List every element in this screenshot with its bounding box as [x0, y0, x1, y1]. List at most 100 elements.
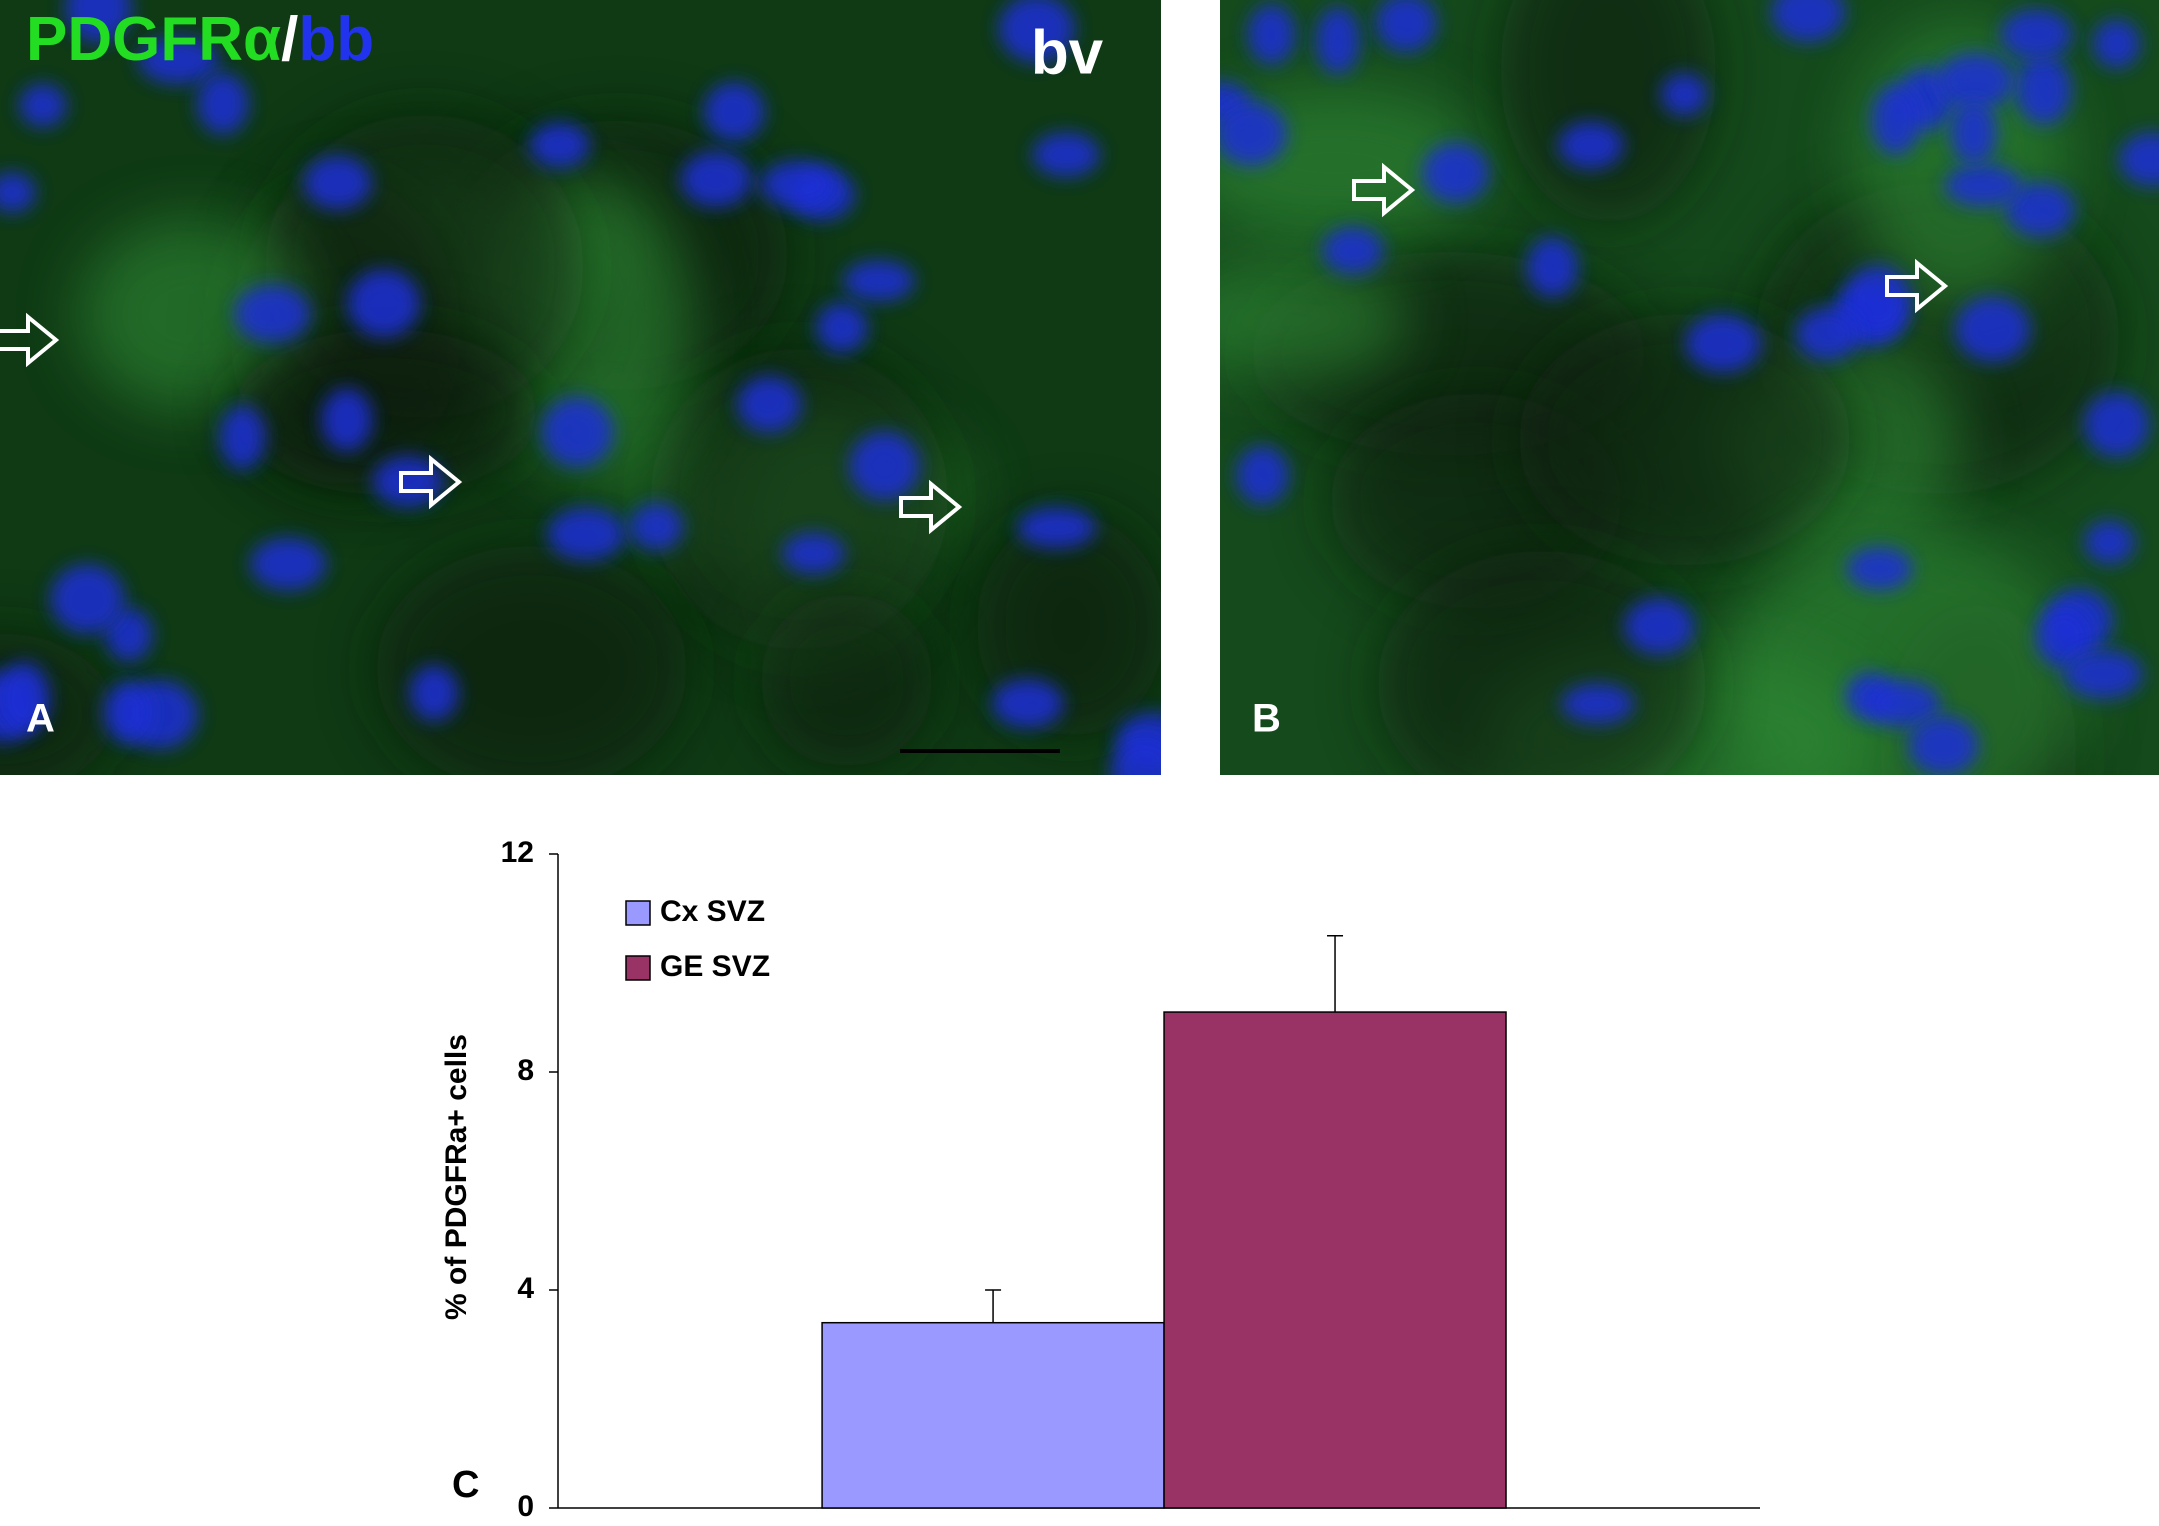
micrograph-b	[1220, 0, 2159, 775]
nucleus	[1527, 236, 1579, 298]
nucleus	[1322, 226, 1384, 275]
stain-sep: /	[281, 5, 298, 74]
nucleus	[2000, 9, 2073, 60]
nucleus	[816, 302, 868, 353]
nucleus	[1865, 680, 1941, 727]
nucleus	[103, 681, 153, 744]
nucleus	[1685, 314, 1761, 373]
nucleus	[0, 172, 36, 213]
micrograph-a	[0, 0, 1161, 775]
nucleus	[1558, 121, 1624, 170]
nucleus	[410, 665, 459, 721]
nucleus	[2084, 392, 2150, 458]
legend-swatch	[625, 900, 651, 926]
stain-haze	[1376, 550, 1707, 775]
nucleus	[849, 431, 920, 501]
stain-haze	[1220, 260, 1409, 381]
nucleus	[138, 36, 219, 84]
y-tick-label: 4	[517, 1272, 534, 1305]
nucleus	[998, 0, 1075, 63]
nucleus	[2035, 606, 2093, 669]
nucleus	[1908, 715, 1979, 775]
nucleus	[321, 388, 373, 452]
nucleus	[1795, 307, 1860, 361]
bar	[1163, 1011, 1507, 1509]
nucleus	[843, 260, 915, 302]
y-axis-label: % of PDGFRa+ cells	[440, 1034, 473, 1320]
nucleus	[1771, 0, 1845, 42]
panel-label: B	[1252, 697, 1281, 741]
nucleus	[19, 83, 67, 128]
nucleus	[1955, 296, 2031, 362]
nucleus	[105, 608, 153, 662]
stain-haze	[1500, 0, 1717, 224]
arrow	[1885, 258, 1949, 314]
arrows	[0, 162, 1949, 535]
nucleus	[1315, 7, 1360, 74]
y-tick-label: 12	[501, 836, 534, 869]
nucleus	[1236, 445, 1289, 505]
legend-label: GE SVZ	[660, 950, 770, 983]
nucleus	[1846, 546, 1913, 591]
nucleus	[782, 532, 845, 574]
nucleus	[1561, 683, 1635, 725]
nucleus	[347, 269, 421, 338]
stain-haze	[1220, 85, 1487, 240]
nucleus	[2093, 19, 2140, 68]
stain-blue: bb	[298, 5, 374, 74]
nucleus	[372, 456, 444, 508]
nucleus	[303, 155, 372, 210]
nucleus	[2064, 649, 2143, 699]
nucleus	[2119, 132, 2159, 187]
nucleus	[1944, 164, 2022, 207]
nucleus	[1950, 101, 1997, 165]
stain-green: PDGFRα	[26, 5, 281, 74]
arrow	[899, 479, 963, 535]
panel-label: C	[452, 1464, 479, 1506]
stain-haze	[375, 545, 688, 775]
arrow	[0, 312, 60, 368]
nucleus	[1624, 598, 1695, 655]
nucleus	[1844, 265, 1911, 337]
y-tick-label: 0	[517, 1490, 534, 1523]
nucleus	[2016, 55, 2072, 125]
nucleus	[1017, 507, 1096, 549]
stain-title: PDGFRα/bb	[26, 5, 374, 74]
legend-swatch	[625, 955, 651, 981]
nucleus	[1110, 736, 1161, 775]
nucleus	[703, 82, 765, 142]
nucleus	[1220, 101, 1287, 166]
nucleus	[680, 151, 752, 208]
nucleus	[65, 0, 132, 43]
stain-haze	[232, 328, 540, 496]
nucleus	[629, 502, 684, 551]
stain-haze	[78, 217, 307, 411]
nucleus	[2006, 182, 2075, 237]
stain-haze	[650, 347, 949, 651]
nucleus	[2084, 520, 2135, 565]
nucleus	[1032, 132, 1100, 177]
nucleus	[737, 376, 802, 433]
panel-label: A	[26, 697, 55, 741]
bar	[821, 1321, 1165, 1509]
arrow	[399, 454, 463, 510]
nucleus	[1375, 0, 1437, 53]
nucleus	[250, 537, 327, 591]
nucleus	[1247, 4, 1296, 65]
y-tick-label: 8	[517, 1054, 534, 1087]
nucleus	[1871, 84, 1921, 155]
nucleus	[50, 564, 125, 634]
stain-haze	[759, 592, 934, 768]
chart: 0 4 8 12 Cx SVZ GE SVZ	[501, 836, 1760, 1523]
nucleus	[760, 160, 837, 209]
annotation: bv	[1031, 18, 1104, 87]
nucleus	[547, 507, 626, 561]
nucleus	[529, 122, 590, 168]
arrow	[1352, 162, 1416, 218]
legend-label: Cx SVZ	[660, 895, 765, 928]
nucleus	[1937, 53, 2015, 110]
nucleus	[541, 396, 614, 468]
nucleus	[1422, 142, 1489, 203]
nucleus	[1661, 73, 1708, 116]
